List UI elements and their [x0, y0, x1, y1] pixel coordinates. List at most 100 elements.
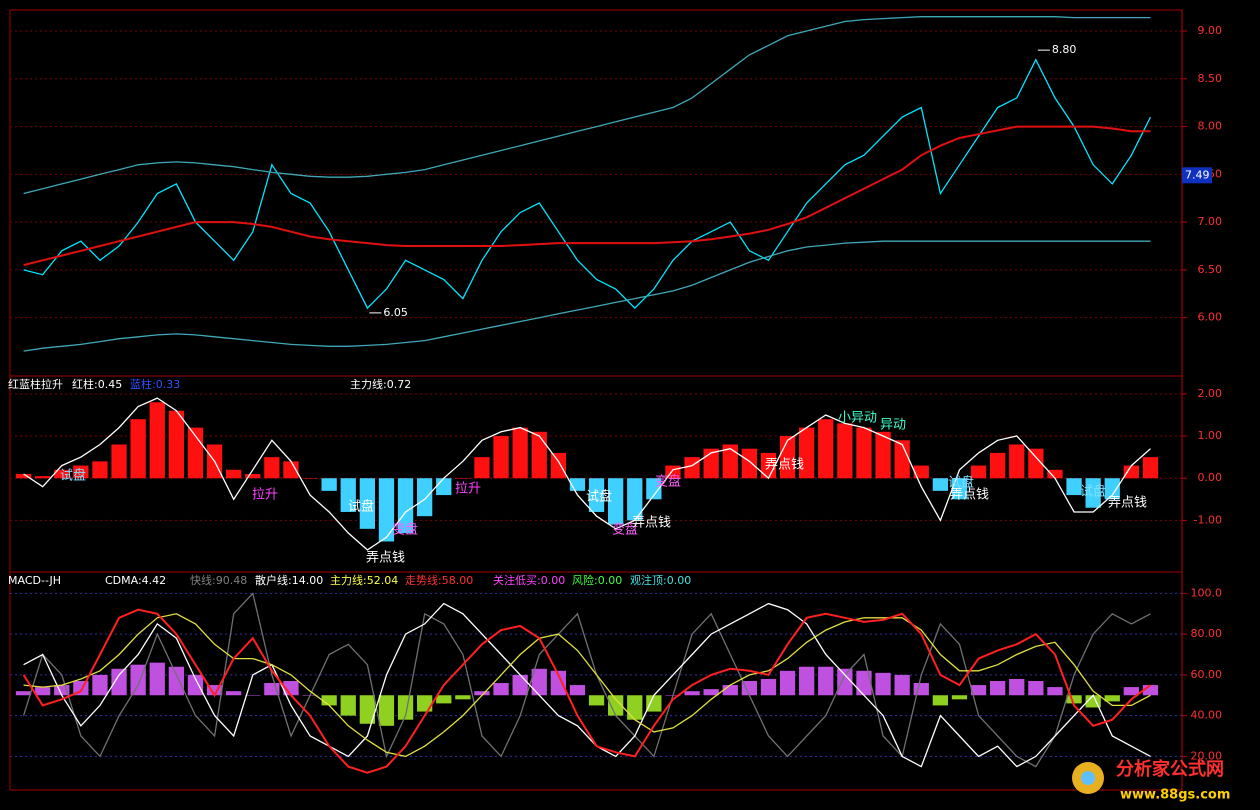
watermark-url: www.88gs.com [1120, 788, 1230, 803]
bar [397, 695, 414, 720]
bar [130, 419, 146, 479]
bar [951, 695, 968, 700]
bar [646, 478, 662, 500]
y-tick-label: 6.50 [1198, 263, 1223, 276]
bar [321, 695, 337, 706]
bar [913, 683, 929, 696]
bar [1123, 687, 1139, 696]
bar [15, 691, 32, 696]
bar [588, 695, 605, 706]
bar [531, 431, 547, 479]
annotation: 弄点钱 [366, 551, 405, 566]
legend-entry: 蓝柱:0.33 [130, 377, 180, 391]
bar [1009, 678, 1025, 696]
series-line [23, 125, 1151, 267]
series-line [23, 240, 1151, 352]
legend-entry: 关注低买:0.00 [493, 573, 565, 587]
bar [92, 674, 108, 696]
bar [302, 478, 318, 479]
watermark: 分析家公式网 www.88gs.com [1072, 758, 1230, 803]
bar [417, 478, 433, 517]
y-tick-label: 60.00 [1191, 668, 1223, 681]
bar [512, 674, 528, 696]
bar [283, 461, 299, 479]
annotation: 6.05 [383, 306, 408, 319]
bar [1047, 469, 1063, 479]
bar [856, 427, 872, 479]
annotation: 弄点钱 [632, 516, 671, 531]
annotation: 试盘 [586, 489, 612, 505]
series-line [22, 608, 1152, 774]
annotation: 拉升 [455, 482, 481, 497]
bar [54, 469, 70, 479]
legend-entry: CDMA:4.42 [105, 574, 166, 587]
y-tick-label: 100.0 [1191, 586, 1223, 599]
y-tick-label: 0.00 [1198, 471, 1223, 484]
annotation: 弄点钱 [950, 488, 989, 503]
bar [569, 685, 586, 696]
bar [684, 457, 700, 479]
y-tick-label: 8.00 [1198, 120, 1223, 133]
bar [627, 478, 643, 521]
legend-entry: 红柱:0.45 [72, 377, 122, 391]
y-tick-label: 6.00 [1198, 311, 1223, 324]
bar [722, 685, 738, 696]
bar [932, 695, 948, 706]
series-line [23, 16, 1151, 195]
bar [15, 474, 32, 479]
bar [359, 478, 375, 529]
bar [970, 685, 987, 696]
legend-entry: 红蓝柱拉升 [8, 377, 63, 391]
bar [1066, 478, 1082, 496]
bar [875, 672, 891, 696]
series-line [23, 397, 1151, 551]
bar [722, 444, 738, 479]
bar [321, 478, 337, 491]
bar [550, 452, 566, 479]
bar [531, 668, 547, 696]
bar [588, 478, 605, 512]
bar [703, 689, 719, 696]
bar [627, 695, 643, 720]
bar [417, 695, 433, 712]
legend-entry: MACD--JH [8, 574, 61, 587]
bar [608, 478, 624, 525]
bar [799, 666, 815, 696]
bar [264, 457, 280, 479]
y-tick-label: 80.00 [1191, 627, 1223, 640]
bar [340, 478, 356, 512]
series-line [22, 592, 1151, 768]
y-tick-label: 20.00 [1191, 749, 1223, 762]
annotation: 变盘 [655, 474, 681, 490]
legend-entry: 主力线:52.04 [330, 573, 398, 587]
bar [455, 695, 471, 700]
annotation: 试盘 [348, 499, 374, 515]
bar [684, 691, 700, 696]
series-line [23, 58, 1152, 310]
bar [1066, 695, 1082, 704]
bar [436, 695, 452, 704]
bar [875, 431, 891, 479]
bar [474, 457, 490, 479]
bar [111, 444, 127, 479]
series-line [23, 602, 1151, 768]
bar [837, 668, 853, 696]
bar [1123, 465, 1139, 479]
bar [646, 695, 662, 712]
bar [226, 469, 242, 479]
bar [35, 476, 51, 479]
y-tick-label: 2.00 [1198, 387, 1223, 400]
bar [168, 666, 184, 696]
y-tick-label: -1.00 [1194, 513, 1222, 526]
legend-entry: 散户线:14.00 [255, 573, 323, 587]
bar [1104, 695, 1120, 702]
bar [168, 410, 184, 479]
annotation: 变盘 [612, 522, 638, 538]
bar [837, 423, 853, 479]
bar [741, 448, 757, 479]
annotation: 拉升 [252, 488, 278, 503]
bar [378, 478, 395, 542]
annotation: 试盘 [948, 475, 974, 491]
bar [54, 685, 70, 696]
